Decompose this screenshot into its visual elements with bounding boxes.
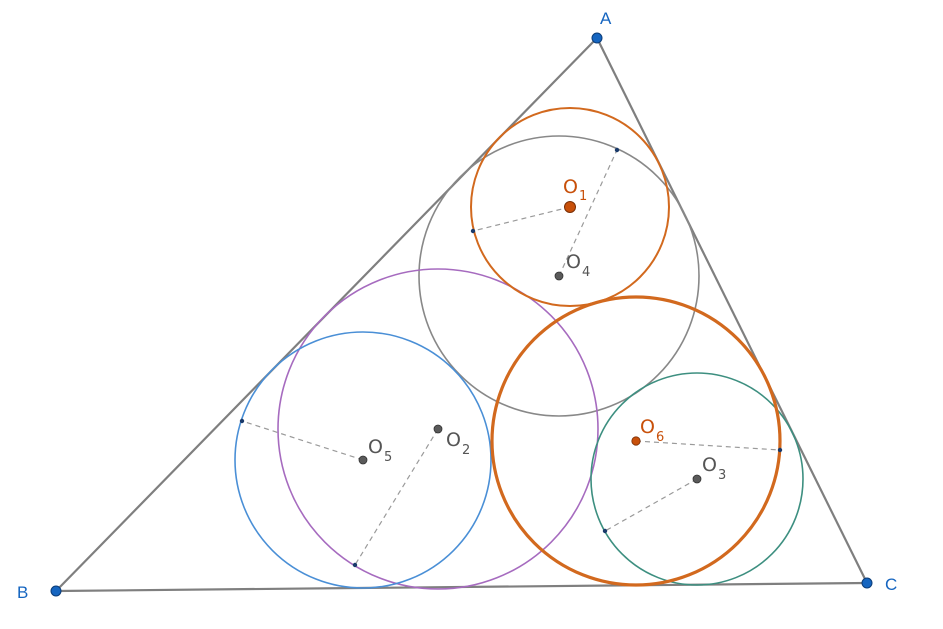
vertex-label-c: C (885, 575, 897, 594)
vertex-label-b: B (17, 583, 28, 602)
tangent-point (239, 418, 245, 424)
tangent-point (352, 562, 358, 568)
radius-o1 (472, 206, 571, 232)
circle-o5 (234, 331, 492, 589)
vertex-point-a[interactable] (591, 32, 603, 44)
tangent-point (470, 228, 476, 234)
center-label-o6: O 6 (640, 416, 664, 445)
center-label-o4-sub: 4 (582, 265, 590, 280)
radius-o6 (635, 440, 781, 451)
circle-o4 (418, 135, 700, 417)
circle-o3 (590, 372, 804, 586)
radius-o3 (604, 478, 698, 532)
side-ca (596, 37, 868, 584)
triangle (55, 37, 868, 593)
center-o6[interactable] (631, 436, 641, 446)
center-label-o4-base: O (566, 251, 581, 273)
tangent-points (239, 147, 783, 568)
center-label-o2-base: O (446, 429, 461, 451)
tangent-point (602, 528, 608, 534)
center-label-o4: O 4 (566, 251, 590, 280)
dashed-radii (241, 149, 781, 566)
center-label-o2-sub: 2 (462, 443, 470, 458)
radius-o5 (241, 420, 364, 461)
center-label-o1-sub: 1 (579, 189, 587, 204)
center-o3[interactable] (692, 474, 702, 484)
center-o4[interactable] (554, 271, 564, 281)
center-label-o3-base: O (702, 454, 717, 476)
center-o1[interactable] (564, 201, 576, 213)
center-points (358, 201, 702, 484)
circle-o6 (490, 295, 782, 587)
center-label-o2: O 2 (446, 429, 470, 458)
center-o5[interactable] (358, 455, 368, 465)
center-label-o3: O 3 (702, 454, 726, 483)
tangent-point (777, 447, 783, 453)
circle-o1 (470, 107, 670, 307)
center-label-o5: O 5 (368, 436, 392, 465)
tangent-point (614, 147, 620, 153)
center-label-o6-sub: 6 (656, 430, 664, 445)
circles (234, 107, 804, 590)
vertex-point-b[interactable] (50, 585, 62, 597)
center-o2[interactable] (433, 424, 443, 434)
center-label-o6-base: O (640, 416, 655, 438)
center-label-o3-sub: 3 (718, 468, 726, 483)
center-label-o5-base: O (368, 436, 383, 458)
center-label-o5-sub: 5 (384, 450, 392, 465)
vertex-points (50, 32, 873, 597)
center-label-o1: O 1 (563, 176, 587, 204)
vertex-point-c[interactable] (861, 577, 873, 589)
circle-o2 (277, 268, 599, 590)
vertex-label-a: A (600, 9, 612, 28)
center-label-o1-base: O (563, 176, 578, 198)
